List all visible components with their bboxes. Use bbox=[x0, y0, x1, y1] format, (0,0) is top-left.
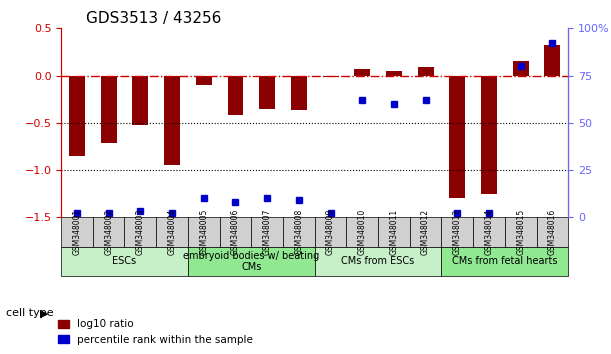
Bar bbox=[196, 75, 211, 85]
FancyBboxPatch shape bbox=[505, 217, 536, 247]
FancyBboxPatch shape bbox=[251, 217, 283, 247]
Text: CMs from fetal hearts: CMs from fetal hearts bbox=[452, 256, 558, 266]
Text: ▶: ▶ bbox=[40, 308, 48, 318]
Text: GSM348009: GSM348009 bbox=[326, 209, 335, 255]
Bar bbox=[449, 75, 465, 198]
Bar bbox=[69, 75, 85, 156]
Text: GSM348003: GSM348003 bbox=[136, 209, 145, 255]
FancyBboxPatch shape bbox=[346, 217, 378, 247]
FancyBboxPatch shape bbox=[93, 217, 125, 247]
Bar bbox=[227, 75, 243, 115]
Bar bbox=[386, 71, 402, 75]
FancyBboxPatch shape bbox=[61, 247, 188, 276]
Bar bbox=[259, 75, 275, 109]
Text: GSM348011: GSM348011 bbox=[389, 209, 398, 255]
Text: GSM348008: GSM348008 bbox=[295, 209, 303, 255]
Bar bbox=[291, 75, 307, 110]
FancyBboxPatch shape bbox=[188, 217, 219, 247]
FancyBboxPatch shape bbox=[156, 217, 188, 247]
Text: GSM348006: GSM348006 bbox=[231, 209, 240, 255]
Text: GSM348005: GSM348005 bbox=[199, 209, 208, 255]
Text: GSM348007: GSM348007 bbox=[263, 209, 272, 255]
Bar bbox=[323, 75, 338, 78]
FancyBboxPatch shape bbox=[61, 217, 93, 247]
FancyBboxPatch shape bbox=[315, 217, 346, 247]
Text: GSM348002: GSM348002 bbox=[104, 209, 113, 255]
FancyBboxPatch shape bbox=[219, 217, 251, 247]
Text: GSM348013: GSM348013 bbox=[453, 209, 462, 255]
Text: cell type: cell type bbox=[6, 308, 54, 318]
Text: embryoid bodies w/ beating
CMs: embryoid bodies w/ beating CMs bbox=[183, 251, 320, 272]
Bar bbox=[513, 61, 529, 75]
FancyBboxPatch shape bbox=[473, 217, 505, 247]
Text: GSM348015: GSM348015 bbox=[516, 209, 525, 255]
Bar bbox=[544, 45, 560, 75]
Legend: log10 ratio, percentile rank within the sample: log10 ratio, percentile rank within the … bbox=[54, 315, 257, 349]
Bar bbox=[164, 75, 180, 165]
FancyBboxPatch shape bbox=[378, 217, 410, 247]
Bar bbox=[354, 69, 370, 75]
Text: GSM348001: GSM348001 bbox=[73, 209, 81, 255]
Text: ESCs: ESCs bbox=[112, 256, 136, 266]
FancyBboxPatch shape bbox=[188, 247, 315, 276]
FancyBboxPatch shape bbox=[441, 247, 568, 276]
FancyBboxPatch shape bbox=[315, 247, 441, 276]
Text: GDS3513 / 43256: GDS3513 / 43256 bbox=[87, 11, 222, 26]
Text: GSM348012: GSM348012 bbox=[421, 209, 430, 255]
Text: CMs from ESCs: CMs from ESCs bbox=[342, 256, 415, 266]
Bar bbox=[418, 67, 434, 75]
Text: GSM348016: GSM348016 bbox=[548, 209, 557, 255]
FancyBboxPatch shape bbox=[441, 217, 473, 247]
Bar bbox=[133, 75, 148, 125]
Text: GSM348014: GSM348014 bbox=[485, 209, 494, 255]
Text: GSM348004: GSM348004 bbox=[167, 209, 177, 255]
Bar bbox=[481, 75, 497, 194]
FancyBboxPatch shape bbox=[283, 217, 315, 247]
Bar bbox=[101, 75, 117, 143]
FancyBboxPatch shape bbox=[410, 217, 441, 247]
FancyBboxPatch shape bbox=[125, 217, 156, 247]
Text: GSM348010: GSM348010 bbox=[357, 209, 367, 255]
FancyBboxPatch shape bbox=[536, 217, 568, 247]
